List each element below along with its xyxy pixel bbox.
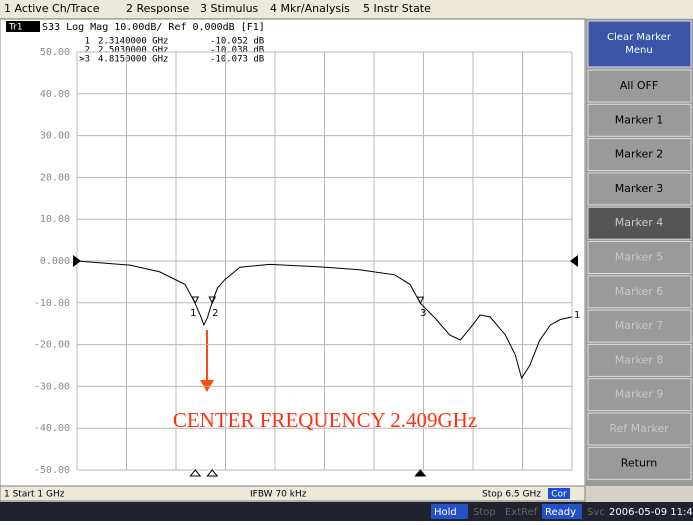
softkey-label: Marker 1 [615,113,664,126]
marker-point [191,296,200,305]
softkey [587,20,692,68]
menu-item[interactable]: 4 Mkr/Analysis [270,2,350,15]
softkey[interactable] [587,241,692,274]
softkey-label: Clear Marker Menu [607,32,672,56]
y-tick-label: -10.00 [34,298,70,309]
softkey[interactable] [587,103,692,137]
marker-axis-triangle [414,469,427,477]
trace-id: Tr1 [8,23,23,33]
marker-id: >3 [79,55,90,65]
marker-freq: 4.8150000 GHz [98,55,168,65]
y-tick-label: 20.00 [40,172,70,183]
y-tick-label: 30.00 [40,131,70,142]
marker-point [208,296,217,305]
status-item: Svc [587,507,605,518]
ref-marker-left [73,255,81,267]
y-tick-label: 50.00 [40,47,70,58]
softkey[interactable] [587,446,692,480]
softkey-label: Ref Marker [609,422,669,435]
footer-start: 1 Start 1 GHz [4,490,65,500]
y-tick-label: -50.00 [34,465,70,476]
footer-cor: Cor [551,490,567,500]
y-tick-label: -30.00 [34,381,70,392]
status-box [431,504,468,519]
softkey-label: Return [621,456,658,469]
softkey[interactable] [587,138,692,172]
softkey-label: All OFF [620,79,658,92]
softkey-label: Marker 9 [615,388,664,401]
softkey[interactable] [587,172,692,206]
cor-box [548,488,570,499]
softkey[interactable] [587,309,692,343]
status-item: Ready [545,507,576,518]
footer-stop: Stop 6.5 GHz [482,490,541,500]
softkey-label: Marker 6 [615,285,664,298]
menu-item[interactable]: 2 Response [126,2,190,15]
softkey-label: Marker 4 [615,216,664,229]
annotation: CENTER FREQUENCY 2.409GHz [173,408,477,432]
marker-value: -10.052 dB [210,37,264,47]
softkey[interactable] [587,343,692,377]
statusbar [0,502,693,521]
menu-item[interactable]: 3 Stimulus [200,2,259,15]
menu-item[interactable]: 1 Active Ch/Trace [4,2,100,15]
marker-label: 3 [420,308,426,319]
marker-freq: 2.3140000 GHz [98,37,168,47]
softkey[interactable] [587,69,692,103]
softkey-label: Marker 8 [615,353,664,366]
footer-ifbw: IFBW 70 kHz [250,490,307,500]
status-item: 2006-05-09 11:40 [609,507,693,518]
y-tick-label: 40.00 [40,89,70,100]
menubar [0,0,693,18]
softkey-label: Marker 2 [615,148,664,161]
marker-axis-triangle [189,469,202,477]
marker-value: -10.038 dB [210,46,264,56]
marker-freq: 2.5030000 GHz [98,46,168,56]
trace-id-box [6,21,40,32]
status-item: Hold [434,507,457,518]
softkey[interactable] [587,378,692,412]
marker-id: 1 [85,37,90,47]
softkey[interactable] [587,206,692,240]
trace-info: S33 Log Mag 10.00dB/ Ref 0.000dB [F1] [42,22,265,33]
marker-point [416,296,425,305]
footer-bar [0,485,586,502]
trace-end-label: 1 [574,310,580,321]
marker-id: 2 [85,46,90,56]
softkey-label: Marker 3 [615,182,664,195]
y-tick-label: 0.000 [40,256,70,267]
menu-item[interactable]: 5 Instr State [363,2,431,15]
ref-marker-right [570,255,578,267]
chart-window [0,18,586,487]
y-tick-label: 10.00 [40,214,70,225]
status-item: Stop [473,507,496,518]
trace [76,260,573,380]
softkey-label: Marker 5 [615,251,664,264]
marker-label: 1 [190,308,196,319]
marker-value: -10.073 dB [210,55,264,65]
status-item: ExtRef [505,507,538,518]
status-box [542,504,582,519]
marker-label: 2 [212,308,218,319]
softkey[interactable] [587,412,692,446]
y-tick-label: -40.00 [34,423,70,434]
softkey-label: Marker 7 [615,319,664,332]
softkey[interactable] [587,275,692,309]
marker-axis-triangle [206,469,219,477]
y-tick-label: -20.00 [34,340,70,351]
